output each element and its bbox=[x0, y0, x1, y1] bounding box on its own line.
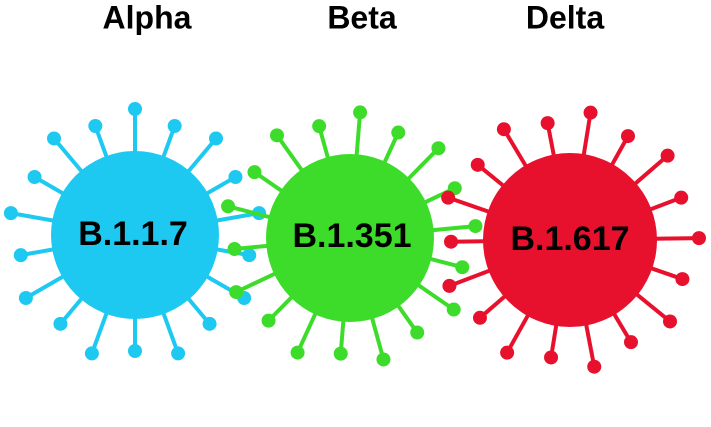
spike-tip bbox=[353, 105, 368, 120]
spike-tip bbox=[496, 122, 511, 137]
variant-name: Beta bbox=[327, 0, 397, 35]
spike-tip bbox=[312, 119, 327, 134]
spike-tip bbox=[540, 116, 555, 131]
spike-tip bbox=[229, 285, 244, 300]
spike-tip bbox=[53, 316, 68, 331]
spike-tip bbox=[446, 302, 461, 317]
variant-name: Alpha bbox=[103, 0, 192, 35]
spike-tip bbox=[376, 352, 391, 367]
virus bbox=[3, 102, 267, 361]
spike-tip bbox=[221, 199, 236, 214]
spike-tip bbox=[227, 241, 242, 256]
spike-tip bbox=[84, 346, 99, 361]
spike-tip bbox=[88, 118, 103, 133]
spike-tip bbox=[261, 313, 276, 328]
spike-tip bbox=[583, 105, 598, 120]
spike-tip bbox=[290, 345, 305, 360]
spike-tip bbox=[691, 231, 706, 246]
spike-tip bbox=[18, 291, 33, 305]
spike-tip bbox=[269, 128, 284, 143]
spike-tip bbox=[444, 234, 459, 249]
spike-tip bbox=[675, 272, 690, 287]
spike-tip bbox=[544, 350, 559, 365]
spike-tip bbox=[441, 190, 456, 205]
lineage-label: B.1.617 bbox=[510, 220, 629, 258]
spike-tip bbox=[27, 170, 42, 184]
spike-tip bbox=[500, 345, 515, 360]
spike-tip bbox=[623, 335, 638, 350]
spike-tip bbox=[228, 170, 243, 184]
virus bbox=[441, 105, 706, 374]
spike-tip bbox=[470, 157, 485, 172]
spike-tip bbox=[663, 314, 678, 329]
spike-tip bbox=[3, 206, 18, 221]
spike-tip bbox=[128, 102, 142, 116]
spike-tip bbox=[167, 118, 182, 133]
spike-tip bbox=[333, 346, 348, 361]
spike-tip bbox=[660, 148, 675, 163]
spike-tip bbox=[208, 131, 223, 146]
spike-tip bbox=[202, 316, 217, 331]
spike-tip bbox=[674, 190, 689, 205]
spike-tip bbox=[587, 359, 602, 374]
virus bbox=[221, 105, 483, 367]
spike-tip bbox=[13, 248, 28, 263]
spike-tip bbox=[468, 219, 483, 234]
lineage-label: B.1.1.7 bbox=[78, 215, 188, 253]
virus-body bbox=[266, 154, 434, 322]
spike-tip bbox=[620, 129, 635, 144]
spike-tip bbox=[391, 125, 406, 140]
spike-tip bbox=[171, 346, 186, 361]
spike-tip bbox=[431, 141, 446, 156]
virus-body bbox=[483, 153, 657, 327]
spike-tip bbox=[128, 344, 142, 358]
spike-tip bbox=[442, 278, 457, 293]
virus-body bbox=[51, 151, 219, 319]
lineage-label: B.1.351 bbox=[292, 217, 411, 255]
spike-tip bbox=[47, 131, 62, 146]
spike-tip bbox=[247, 165, 262, 180]
variant-name: Delta bbox=[526, 0, 604, 35]
spike-tip bbox=[242, 248, 257, 263]
spike-tip bbox=[410, 325, 425, 340]
spike-tip bbox=[455, 260, 470, 275]
spike-tip bbox=[472, 310, 487, 325]
